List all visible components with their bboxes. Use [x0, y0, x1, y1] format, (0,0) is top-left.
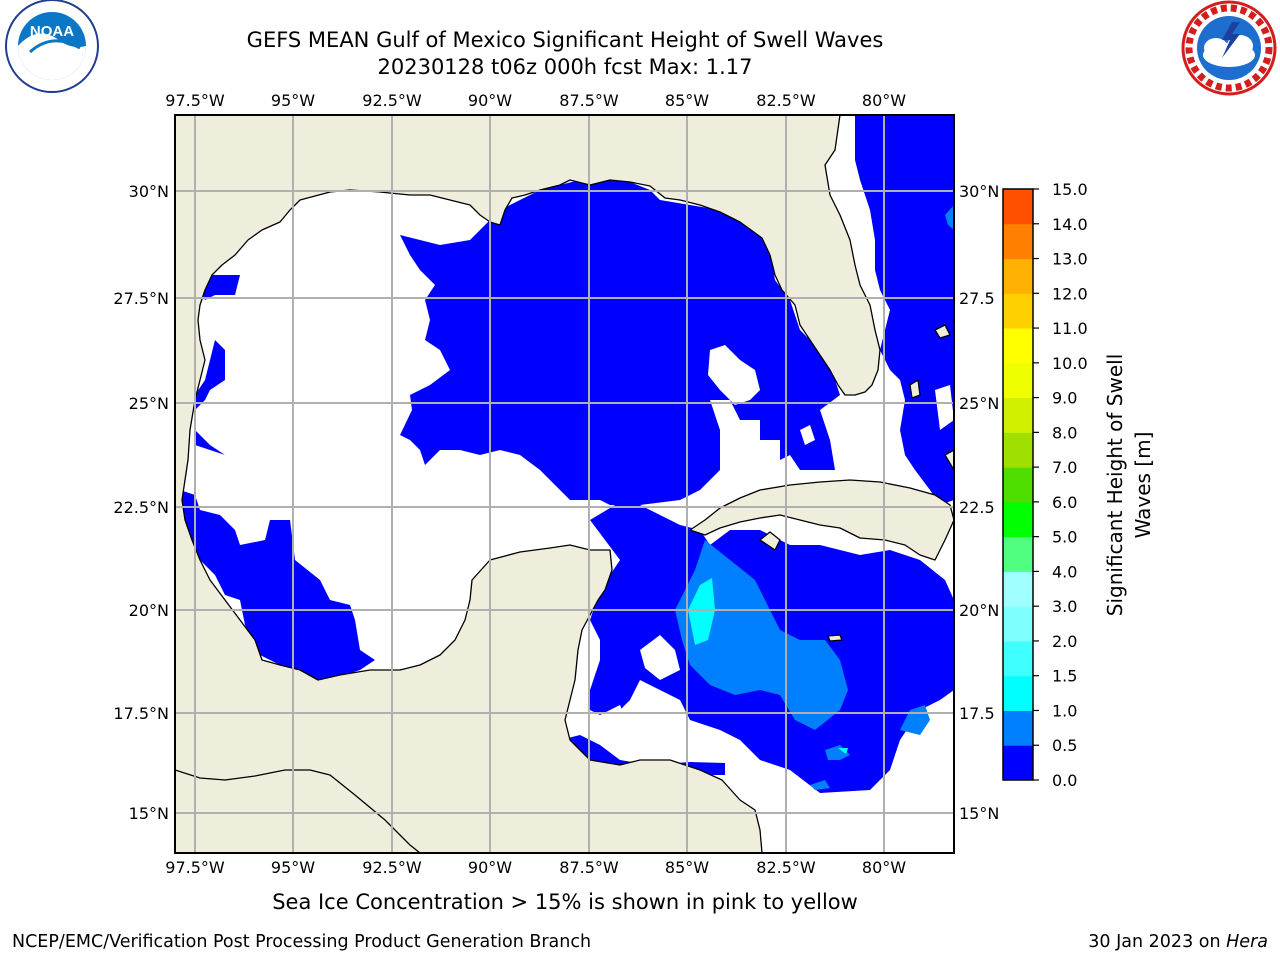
lon-label: 87.5°W	[559, 91, 619, 110]
lat-label: 25°N	[959, 394, 999, 413]
colorbar-swatch	[1003, 432, 1033, 468]
colorbar-swatch	[1003, 675, 1033, 711]
run-date-prefix: 30 Jan 2023 on	[1088, 932, 1227, 952]
lon-label: 87.5°W	[559, 858, 619, 877]
colorbar-tick-label: 13.0	[1052, 250, 1088, 269]
lon-label: 80°W	[862, 858, 906, 877]
lon-label: 82.5°W	[756, 858, 816, 877]
lat-label: 30°N	[129, 182, 169, 201]
sea-ice-note: Sea Ice Concentration > 15% is shown in …	[272, 890, 858, 914]
colorbar-tick-label: 0.0	[1052, 771, 1077, 790]
colorbar-tick-label: 2.0	[1052, 632, 1077, 651]
graticule	[175, 115, 954, 853]
colorbar-tick-label: 8.0	[1052, 423, 1077, 442]
colorbar-swatch	[1003, 571, 1033, 607]
colorbar: 0.0 0.5 1.0 1.5 2.0 3.0 4.0 5.0 6.0 7.0 8.0 9.0 10.0…	[1002, 180, 1155, 790]
lat-label: 15°N	[129, 804, 169, 823]
lon-label: 95°W	[271, 858, 315, 877]
lon-label: 85°W	[665, 91, 709, 110]
colorbar-tick-label: 9.0	[1052, 389, 1077, 408]
lat-label: 17.5°N	[113, 704, 169, 723]
nws-logo	[1181, 0, 1277, 96]
lat-labels-right: 30°N 27.5 25°N 22.5 20°N 17.5 15°N	[959, 182, 999, 823]
colorbar-tick-label: 4.0	[1052, 562, 1077, 581]
run-date: 30 Jan 2023 on Hera	[1088, 932, 1268, 952]
lon-label: 82.5°W	[756, 91, 816, 110]
lon-labels-top: 97.5°W 95°W 92.5°W 90°W 87.5°W 85°W 82.5…	[165, 91, 906, 110]
lat-label: 25°N	[129, 394, 169, 413]
coastline	[175, 115, 954, 853]
colorbar-swatch	[1003, 501, 1033, 538]
lon-label: 95°W	[271, 91, 315, 110]
noaa-logo: NOAA	[5, 0, 99, 93]
colorbar-tick-label: 11.0	[1052, 319, 1088, 338]
colorbar-swatch	[1003, 640, 1033, 677]
colorbar-swatch	[1003, 467, 1033, 503]
machine-name: Hera	[1226, 932, 1268, 952]
lat-label: 30°N	[959, 182, 999, 201]
colorbar-swatch	[1003, 362, 1033, 399]
colorbar-swatch	[1003, 293, 1033, 329]
colorbar-tick-label: 1.0	[1052, 701, 1077, 720]
colorbar-swatch	[1003, 745, 1033, 781]
colorbar-tick-label: 1.5	[1052, 667, 1077, 686]
colorbar-tick-label: 12.0	[1052, 284, 1088, 303]
colorbar-tick-label: 3.0	[1052, 597, 1077, 616]
colorbar-swatch	[1003, 397, 1033, 433]
colorbar-swatch	[1003, 189, 1033, 225]
lat-label: 22.5	[959, 498, 995, 517]
colorbar-tick-label: 14.0	[1052, 215, 1088, 234]
colorbar-swatch	[1003, 606, 1033, 642]
lat-label: 15°N	[959, 804, 999, 823]
colorbar-tick-label: 15.0	[1052, 180, 1088, 199]
lon-labels-bottom: 97.5°W 95°W 92.5°W 90°W 87.5°W 85°W 82.5…	[165, 858, 906, 877]
colorbar-label-line1: Significant Height of Swell	[1103, 354, 1127, 616]
colorbar-tick-label: 5.0	[1052, 528, 1077, 547]
lat-label: 27.5	[959, 289, 995, 308]
colorbar-label-line2: Waves [m]	[1131, 432, 1155, 539]
colorbar-swatch	[1003, 536, 1033, 572]
lat-labels-left: 30°N 27.5°N 25°N 22.5°N 20°N 17.5°N 15°N	[113, 182, 169, 823]
chart-title: GEFS MEAN Gulf of Mexico Significant Hei…	[246, 28, 884, 52]
lon-label: 92.5°W	[362, 91, 422, 110]
colorbar-tick-label: 6.0	[1052, 493, 1077, 512]
colorbar-swatch	[1003, 710, 1033, 746]
colorbar-swatch	[1003, 223, 1033, 260]
colorbar-swatch	[1003, 258, 1033, 294]
map-frame	[174, 114, 955, 854]
lat-label: 20°N	[129, 601, 169, 620]
noaa-logo-text: NOAA	[30, 23, 74, 40]
colorbar-swatch	[1003, 328, 1033, 364]
lon-label: 97.5°W	[165, 91, 225, 110]
lon-label: 85°W	[665, 858, 709, 877]
lon-label: 90°W	[468, 858, 512, 877]
lat-label: 22.5°N	[113, 498, 169, 517]
colorbar-tick-label: 0.5	[1052, 736, 1077, 755]
lon-label: 97.5°W	[165, 858, 225, 877]
lat-label: 17.5	[959, 704, 995, 723]
lon-label: 90°W	[468, 91, 512, 110]
lat-label: 27.5°N	[113, 289, 169, 308]
map-area	[175, 115, 954, 853]
lat-label: 20°N	[959, 601, 999, 620]
colorbar-tick-label: 7.0	[1052, 458, 1077, 477]
credit-text: NCEP/EMC/Verification Post Processing Pr…	[12, 932, 592, 952]
colorbar-tick-label: 10.0	[1052, 354, 1088, 373]
chart-subtitle: 20230128 t06z 000h fcst Max: 1.17	[377, 55, 753, 79]
lon-label: 80°W	[862, 91, 906, 110]
lon-label: 92.5°W	[362, 858, 422, 877]
